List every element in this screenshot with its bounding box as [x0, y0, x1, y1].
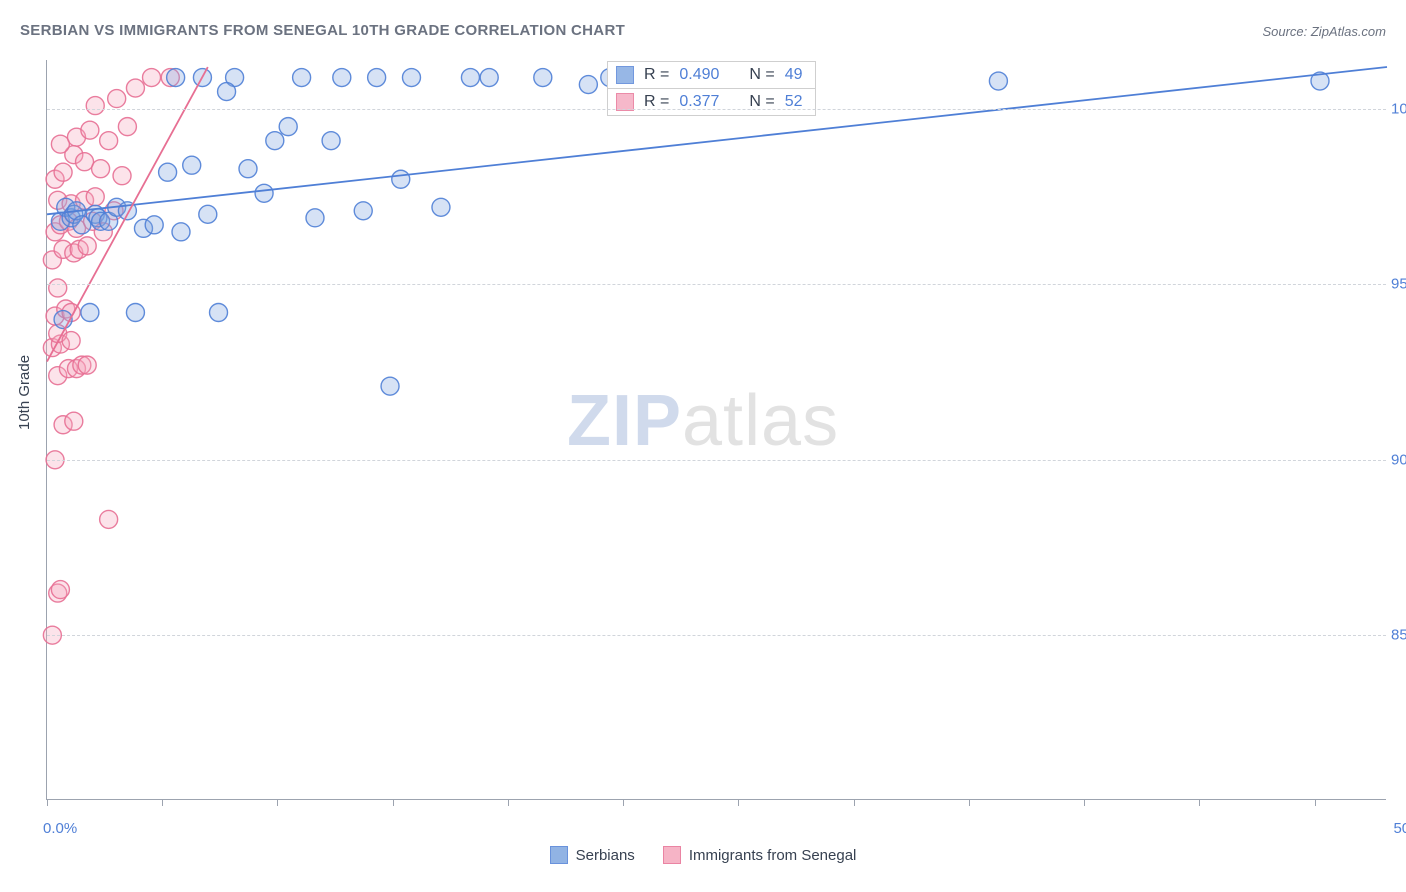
x-tick	[1084, 799, 1085, 806]
plot-area: ZIPatlas R = 0.490N = 49R = 0.377N = 52 …	[46, 60, 1386, 800]
data-point	[368, 69, 386, 87]
legend-swatch	[663, 846, 681, 864]
data-point	[49, 279, 67, 297]
corr-r-value: 0.490	[679, 66, 719, 84]
data-point	[78, 356, 96, 374]
source-link[interactable]: ZipAtlas.com	[1311, 24, 1386, 39]
data-point	[54, 163, 72, 181]
y-axis-label: 10th Grade	[16, 355, 33, 430]
data-point	[989, 72, 1007, 90]
correlation-legend: R = 0.490 N = 49 R = 0.377N = 52	[607, 62, 816, 116]
gridline-h	[47, 284, 1386, 285]
data-point	[143, 69, 161, 87]
data-point	[183, 156, 201, 174]
data-point	[266, 132, 284, 150]
data-point	[81, 121, 99, 139]
gridline-h	[47, 635, 1386, 636]
x-tick-label: 0.0%	[43, 820, 77, 837]
data-point	[108, 90, 126, 108]
x-tick	[508, 799, 509, 806]
data-point	[159, 163, 177, 181]
data-point	[218, 83, 236, 101]
data-point	[100, 132, 118, 150]
data-point	[126, 304, 144, 322]
legend-label: Serbians	[576, 847, 635, 864]
y-tick-label: 100.0%	[1391, 101, 1406, 118]
data-point	[92, 160, 110, 178]
x-tick-label: 50.0%	[1393, 820, 1406, 837]
x-tick	[854, 799, 855, 806]
source-label: Source:	[1262, 24, 1310, 39]
data-point	[381, 377, 399, 395]
y-tick-label: 95.0%	[1391, 276, 1406, 293]
data-point	[62, 332, 80, 350]
data-point	[333, 69, 351, 87]
x-tick	[277, 799, 278, 806]
x-tick	[969, 799, 970, 806]
legend-swatch	[616, 66, 634, 84]
legend-label: Immigrants from Senegal	[689, 847, 857, 864]
source-attribution: Source: ZipAtlas.com	[1262, 24, 1386, 39]
data-point	[402, 69, 420, 87]
legend-swatch	[550, 846, 568, 864]
y-tick-label: 85.0%	[1391, 627, 1406, 644]
data-point	[51, 581, 69, 599]
corr-n-value: 49	[785, 66, 803, 84]
data-point	[172, 223, 190, 241]
gridline-h	[47, 109, 1386, 110]
chart-title: SERBIAN VS IMMIGRANTS FROM SENEGAL 10TH …	[20, 22, 625, 39]
data-point	[239, 160, 257, 178]
data-point	[480, 69, 498, 87]
data-point	[322, 132, 340, 150]
data-point	[65, 412, 83, 430]
data-point	[354, 202, 372, 220]
x-tick	[393, 799, 394, 806]
data-point	[86, 97, 104, 115]
data-point	[113, 167, 131, 185]
legend-item: Immigrants from Senegal	[663, 846, 857, 864]
x-tick	[1199, 799, 1200, 806]
chart-svg	[47, 60, 1386, 799]
data-point	[86, 188, 104, 206]
data-point	[81, 304, 99, 322]
correlation-row: R = 0.377N = 52	[607, 88, 816, 116]
legend-item: Serbians	[550, 846, 635, 864]
x-tick	[738, 799, 739, 806]
x-tick	[623, 799, 624, 806]
data-point	[255, 184, 273, 202]
data-point	[210, 304, 228, 322]
data-point	[392, 170, 410, 188]
data-point	[167, 69, 185, 87]
corr-r-label: R =	[644, 66, 669, 84]
data-point	[579, 76, 597, 94]
data-point	[78, 237, 96, 255]
data-point	[279, 118, 297, 136]
data-point	[199, 205, 217, 223]
data-point	[126, 79, 144, 97]
x-tick	[162, 799, 163, 806]
data-point	[145, 216, 163, 234]
legend: Serbians Immigrants from Senegal	[0, 846, 1406, 864]
data-point	[76, 153, 94, 171]
data-point	[306, 209, 324, 227]
x-tick	[47, 799, 48, 806]
gridline-h	[47, 460, 1386, 461]
x-tick	[1315, 799, 1316, 806]
corr-n-label: N =	[749, 66, 774, 84]
correlation-row: R = 0.490 N = 49	[607, 61, 816, 89]
data-point	[534, 69, 552, 87]
data-point	[461, 69, 479, 87]
data-point	[51, 135, 69, 153]
y-tick-label: 90.0%	[1391, 451, 1406, 468]
data-point	[293, 69, 311, 87]
data-point	[118, 118, 136, 136]
data-point	[100, 510, 118, 528]
data-point	[432, 198, 450, 216]
